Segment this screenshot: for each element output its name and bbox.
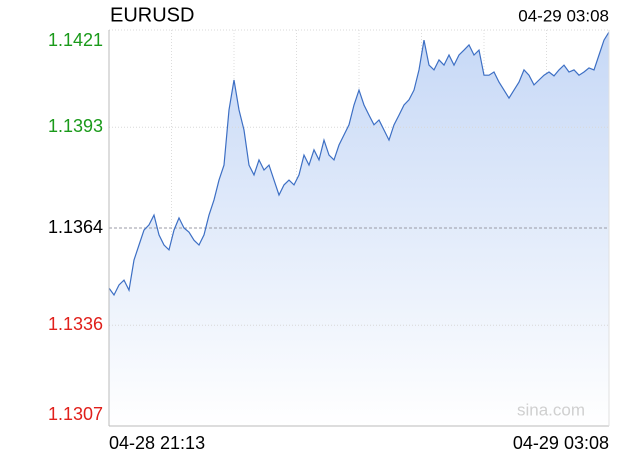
- watermark: sina.com: [517, 400, 585, 419]
- price-line: [108, 31, 610, 297]
- area: [109, 32, 609, 426]
- y-tick-label: 1.1364: [48, 217, 103, 237]
- x-tick-label: 04-29 03:08: [513, 433, 609, 453]
- timestamp: 04-29 03:08: [518, 6, 609, 25]
- y-tick-label: 1.1307: [48, 404, 103, 424]
- y-tick-label: 1.1336: [48, 314, 103, 334]
- x-tick-label: 04-28 21:13: [109, 433, 205, 453]
- y-tick-label: 1.1393: [48, 116, 103, 136]
- y-tick-label: 1.1421: [48, 30, 103, 50]
- chart-title: EURUSD: [110, 4, 194, 26]
